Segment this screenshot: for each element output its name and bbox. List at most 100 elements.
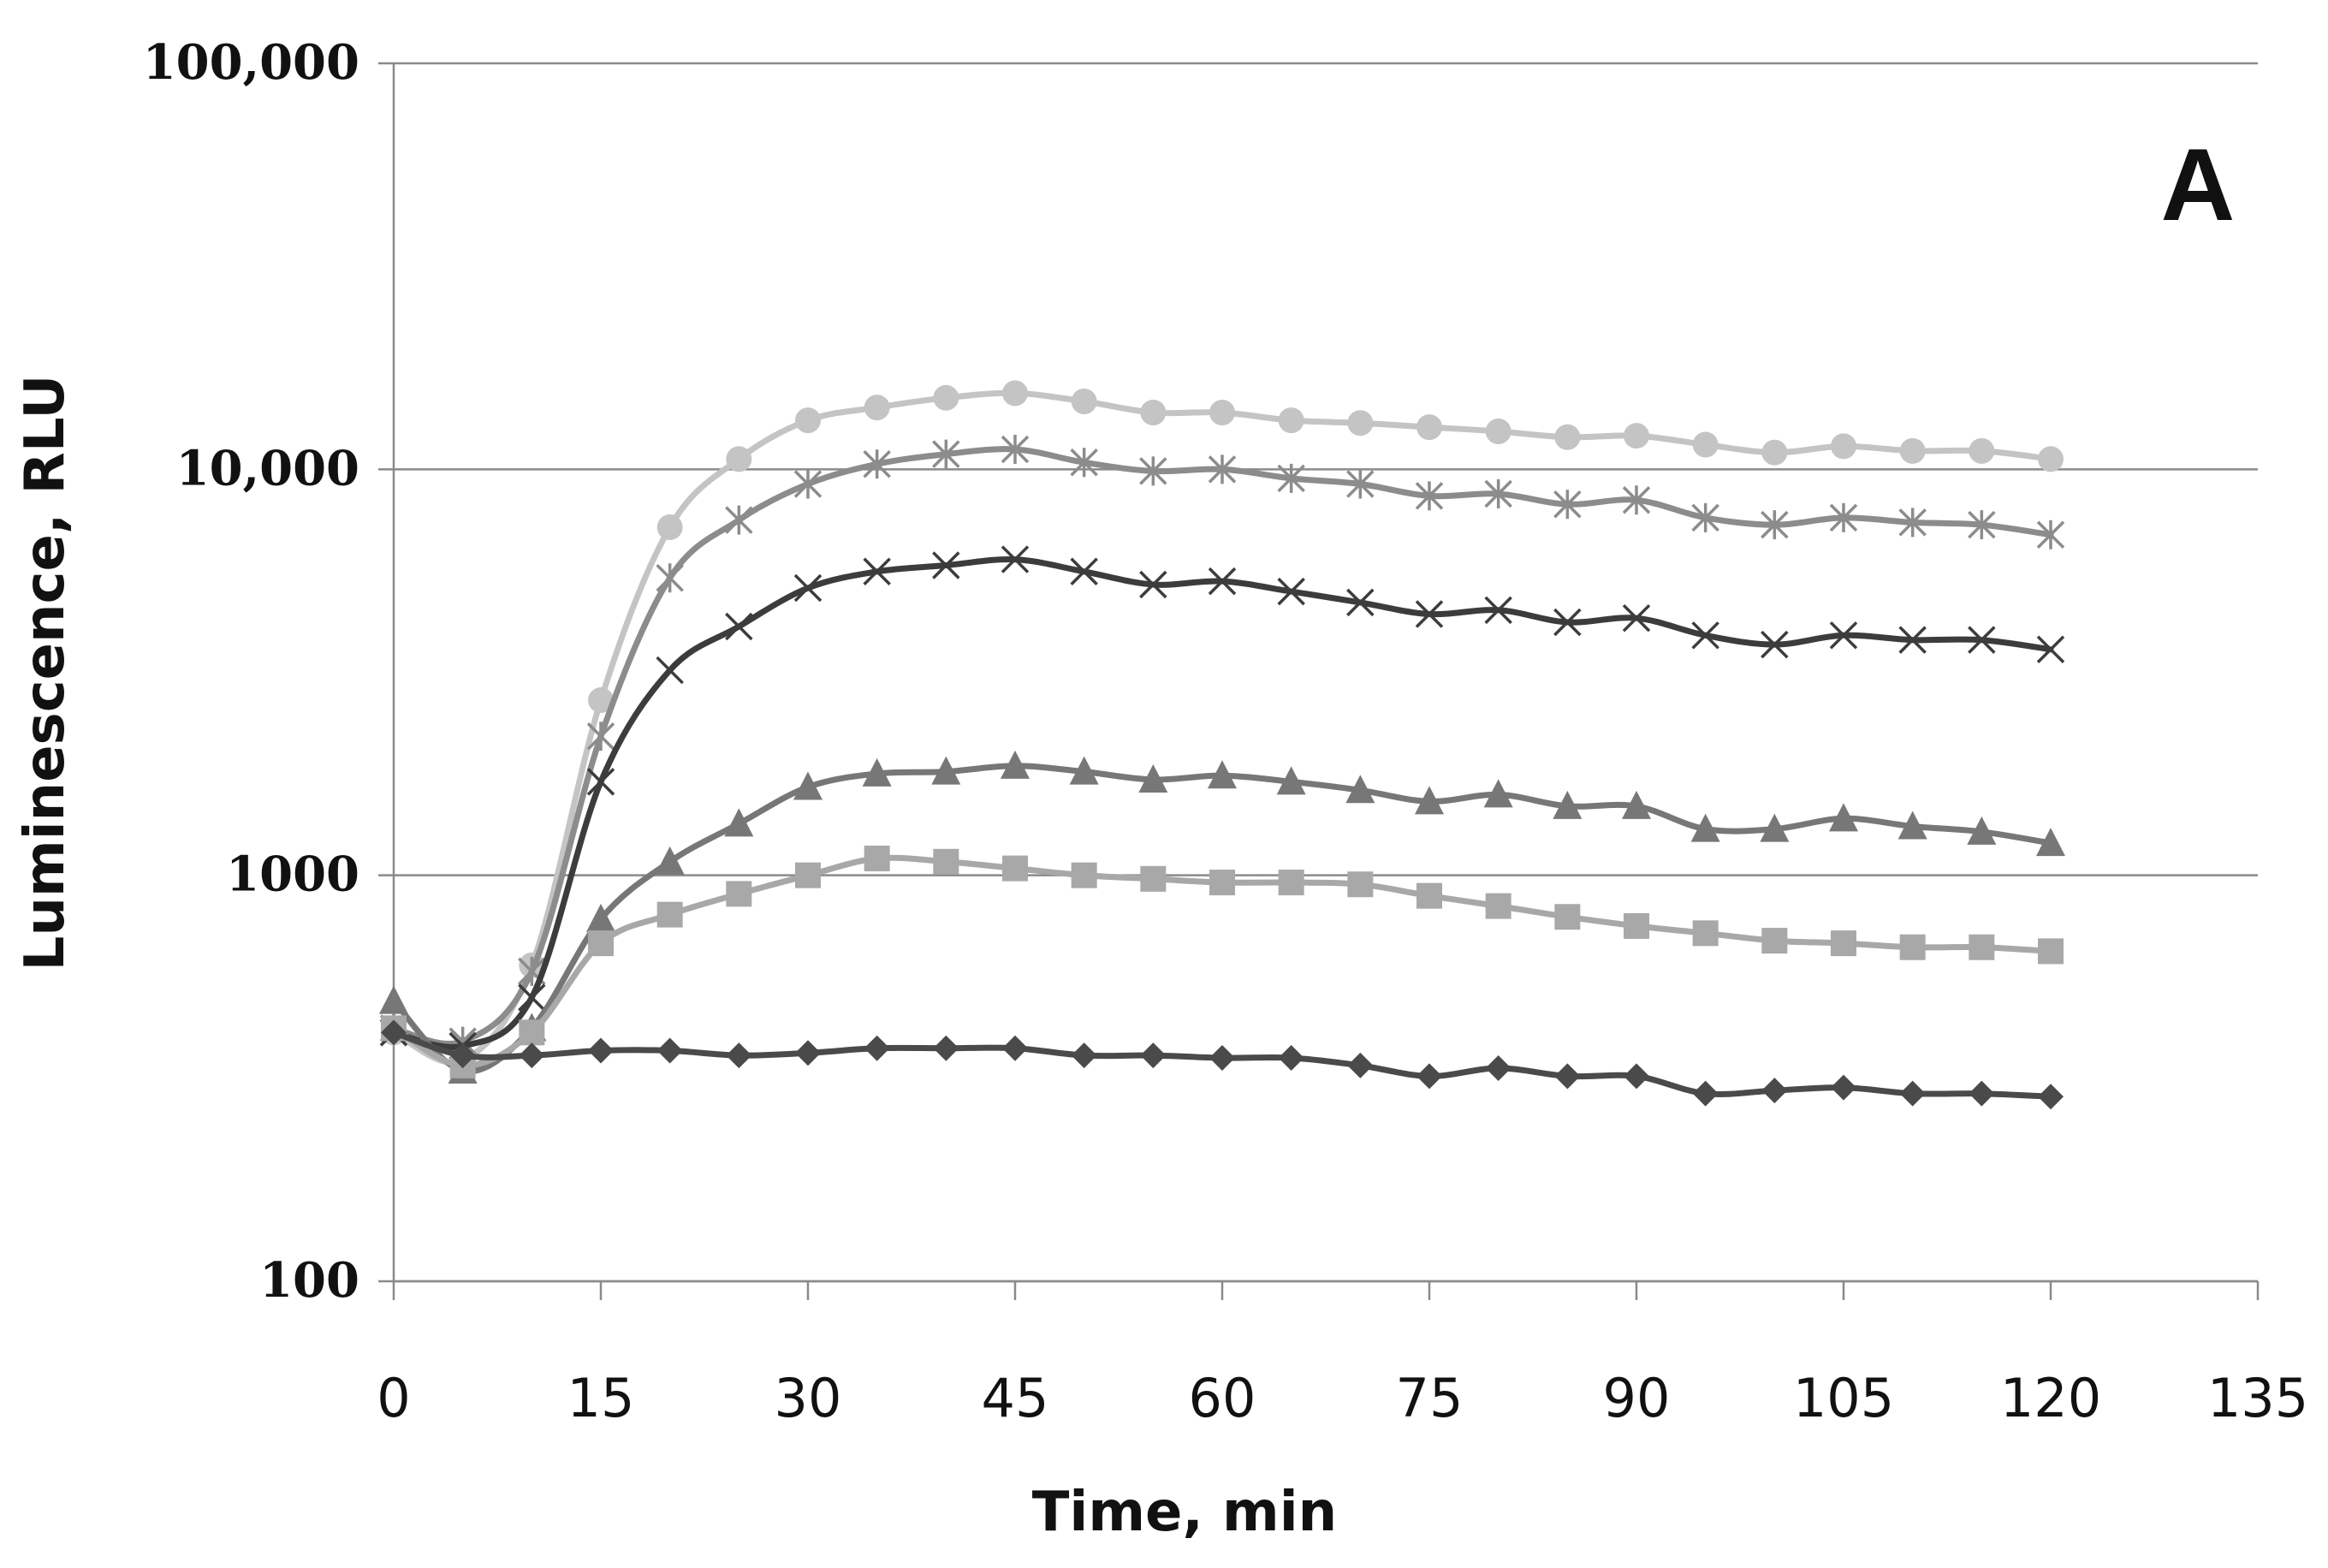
data-point-triangle xyxy=(379,985,408,1014)
data-point-asterisk xyxy=(1829,502,1858,532)
data-point-x xyxy=(1484,596,1512,625)
data-point-circle xyxy=(2038,446,2064,472)
data-point-x xyxy=(1761,630,1789,659)
data-point-asterisk xyxy=(1139,456,1167,486)
data-point-asterisk xyxy=(1691,502,1719,532)
data-point-triangle xyxy=(2036,828,2065,857)
data-point-x xyxy=(1346,588,1375,617)
data-point-asterisk xyxy=(1208,454,1237,484)
data-point-diamond xyxy=(1071,1042,1097,1069)
data-point-asterisk xyxy=(863,449,891,479)
data-point-x xyxy=(1553,608,1582,637)
data-point-circle xyxy=(726,446,752,472)
data-point-circle xyxy=(933,384,959,411)
data-point-diamond xyxy=(1899,1080,1926,1107)
data-point-triangle xyxy=(1345,775,1375,804)
data-point-circle xyxy=(1071,388,1097,414)
data-point-diamond xyxy=(1209,1045,1235,1072)
data-point-triangle xyxy=(1553,790,1583,819)
data-point-square xyxy=(1140,865,1167,892)
data-point-square xyxy=(1554,904,1581,930)
data-point-triangle xyxy=(1001,750,1030,779)
data-point-diamond xyxy=(1002,1035,1028,1061)
data-point-diamond xyxy=(1969,1080,1995,1107)
data-point-x xyxy=(1277,577,1305,606)
data-point-triangle xyxy=(1897,811,1927,840)
data-point-circle xyxy=(1969,437,1995,464)
data-point-square xyxy=(1831,930,1856,957)
data-point-diamond xyxy=(1692,1080,1719,1107)
data-point-diamond xyxy=(1278,1045,1304,1072)
data-point-diamond xyxy=(1140,1042,1167,1069)
x-tick-label: 120 xyxy=(2000,1367,2101,1429)
data-point-diamond xyxy=(519,1042,545,1069)
x-tick-label: 45 xyxy=(982,1367,1049,1429)
data-point-triangle xyxy=(1622,790,1651,819)
data-point-square xyxy=(1899,934,1926,960)
data-point-x xyxy=(1139,570,1167,599)
data-point-triangle xyxy=(1069,756,1099,785)
data-series xyxy=(379,380,2065,1110)
data-point-x xyxy=(586,768,615,796)
data-point-circle xyxy=(588,687,614,714)
data-point-triangle xyxy=(1208,760,1237,789)
data-point-square xyxy=(1969,934,1995,960)
data-point-asterisk xyxy=(1761,510,1789,540)
series-diamond xyxy=(381,1019,2064,1110)
data-point-diamond xyxy=(933,1035,959,1061)
data-point-x xyxy=(2036,635,2065,664)
data-point-asterisk xyxy=(1001,434,1030,464)
y-tick-label: 1000 xyxy=(226,846,359,903)
data-point-x xyxy=(932,551,960,579)
x-tick-label: 60 xyxy=(1189,1367,1256,1429)
data-point-diamond xyxy=(1624,1063,1649,1090)
data-point-diamond xyxy=(795,1040,821,1066)
data-point-diamond xyxy=(864,1035,890,1061)
data-point-square xyxy=(933,848,959,875)
data-point-square xyxy=(726,881,752,907)
series-asterisk xyxy=(379,434,2065,1056)
data-point-circle xyxy=(864,395,890,421)
x-axis-label: Time, min xyxy=(1032,1481,1337,1544)
data-point-square xyxy=(1416,882,1442,909)
data-point-triangle xyxy=(1760,813,1790,842)
series-x xyxy=(379,545,2065,1060)
data-point-circle xyxy=(1761,439,1788,466)
data-point-asterisk xyxy=(725,505,753,535)
data-point-circle xyxy=(656,514,683,541)
data-point-circle xyxy=(1209,399,1235,425)
y-tick-labels: 100 1000 10,000 100,000 xyxy=(143,34,359,1309)
data-point-triangle xyxy=(724,808,754,837)
data-point-triangle xyxy=(1483,779,1513,808)
data-point-x xyxy=(1898,626,1927,654)
data-point-x xyxy=(1968,626,1996,654)
data-point-x xyxy=(1622,603,1651,633)
data-point-diamond xyxy=(449,1042,476,1069)
x-tick-labels: 0 15 30 45 60 75 90 105 120 135 xyxy=(377,1367,2308,1429)
data-point-square xyxy=(1624,912,1649,939)
data-point-x xyxy=(793,573,823,603)
data-point-square xyxy=(1209,870,1235,896)
data-point-circle xyxy=(795,407,821,434)
x-tick-label: 75 xyxy=(1396,1367,1464,1429)
data-point-square xyxy=(1278,870,1304,896)
x-tick-label: 105 xyxy=(1793,1367,1894,1429)
data-point-square xyxy=(1761,928,1788,954)
data-point-square xyxy=(864,846,890,872)
axes xyxy=(392,63,2260,1300)
data-point-triangle xyxy=(1415,786,1444,815)
data-point-x xyxy=(725,612,753,641)
series-line-circle xyxy=(390,389,2054,1066)
data-point-circle xyxy=(1899,437,1926,464)
data-point-diamond xyxy=(588,1037,614,1064)
data-point-square xyxy=(2038,938,2064,965)
data-point-diamond xyxy=(656,1037,683,1064)
data-point-asterisk xyxy=(1484,479,1512,509)
data-point-asterisk xyxy=(1968,510,1996,540)
y-axis-label: Luminescence, RLU xyxy=(14,375,77,971)
data-point-asterisk xyxy=(1622,485,1651,515)
data-point-asterisk xyxy=(1277,463,1305,493)
series-circle xyxy=(381,380,2064,1073)
data-point-circle xyxy=(1624,423,1649,449)
